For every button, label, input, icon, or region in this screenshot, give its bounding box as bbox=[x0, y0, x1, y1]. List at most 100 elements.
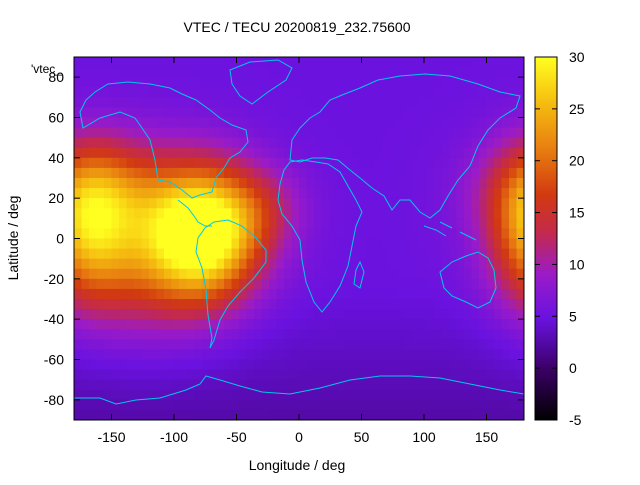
heatmap-cell bbox=[194, 147, 203, 159]
heatmap-cell bbox=[246, 77, 255, 88]
heatmap-cell bbox=[149, 57, 158, 68]
heatmap-cell bbox=[254, 157, 263, 169]
heatmap-cell bbox=[351, 278, 360, 290]
heatmap-cell bbox=[359, 359, 368, 371]
heatmap-cell bbox=[96, 228, 105, 240]
heatmap-cell bbox=[329, 288, 338, 300]
heatmap-cell bbox=[96, 117, 105, 129]
heatmap-cell bbox=[441, 268, 450, 280]
heatmap-cell bbox=[336, 389, 345, 401]
heatmap-cell bbox=[74, 309, 83, 320]
heatmap-cell bbox=[449, 208, 458, 219]
heatmap-cell bbox=[321, 258, 330, 270]
heatmap-cell bbox=[426, 167, 435, 179]
heatmap-cell bbox=[456, 258, 465, 270]
heatmap-cell bbox=[171, 238, 180, 250]
heatmap-cell bbox=[224, 218, 233, 230]
heatmap-cell bbox=[456, 238, 465, 250]
heatmap-cell bbox=[479, 359, 488, 371]
heatmap-cell bbox=[179, 349, 188, 361]
heatmap-cell bbox=[441, 127, 450, 139]
heatmap-cell bbox=[441, 208, 450, 219]
heatmap-cell bbox=[419, 299, 428, 310]
heatmap-cell bbox=[126, 379, 135, 391]
heatmap-cell bbox=[344, 157, 353, 169]
heatmap-cell bbox=[314, 329, 323, 340]
heatmap-cell bbox=[239, 57, 248, 68]
heatmap-cell bbox=[141, 278, 150, 290]
heatmap-cell bbox=[179, 67, 188, 78]
heatmap-cell bbox=[81, 309, 90, 320]
heatmap-cell bbox=[314, 137, 323, 149]
heatmap-cell bbox=[111, 329, 120, 340]
heatmap-cell bbox=[269, 278, 278, 290]
heatmap-cell bbox=[111, 349, 120, 361]
heatmap-cell bbox=[171, 178, 180, 189]
heatmap-cell bbox=[179, 97, 188, 109]
heatmap-cell bbox=[314, 268, 323, 280]
heatmap-cell bbox=[374, 238, 383, 250]
heatmap-cell bbox=[381, 157, 390, 169]
heatmap-cell bbox=[224, 167, 233, 179]
heatmap-cell bbox=[329, 228, 338, 240]
heatmap-cell bbox=[434, 369, 443, 381]
heatmap-cell bbox=[209, 278, 218, 290]
heatmap-cell bbox=[216, 67, 225, 78]
heatmap-cell bbox=[306, 117, 315, 129]
heatmap-cell bbox=[209, 97, 218, 109]
coastline-africa bbox=[277, 159, 363, 313]
heatmap-cell bbox=[501, 167, 510, 179]
heatmap-cell bbox=[269, 208, 278, 219]
heatmap-cell bbox=[149, 329, 158, 340]
heatmap-cell bbox=[231, 319, 240, 330]
heatmap-cell bbox=[344, 268, 353, 280]
heatmap-cell bbox=[471, 309, 480, 320]
heatmap-cell bbox=[509, 218, 518, 230]
heatmap-cell bbox=[179, 188, 188, 199]
heatmap-cell bbox=[449, 399, 458, 411]
heatmap-cell bbox=[164, 188, 173, 199]
colorbar-tick-label: 20 bbox=[569, 153, 585, 169]
heatmap-cell bbox=[501, 178, 510, 189]
heatmap-cell bbox=[456, 77, 465, 88]
heatmap-cell bbox=[276, 97, 285, 109]
heatmap-cell bbox=[344, 339, 353, 351]
heatmap-cell bbox=[434, 77, 443, 88]
heatmap-cell bbox=[321, 268, 330, 280]
heatmap-cell bbox=[96, 167, 105, 179]
heatmap-cell bbox=[156, 107, 165, 119]
heatmap-cell bbox=[201, 319, 210, 330]
heatmap-cell bbox=[246, 137, 255, 149]
heatmap-cell bbox=[494, 147, 503, 159]
heatmap-cell bbox=[231, 278, 240, 290]
heatmap-cell bbox=[269, 349, 278, 361]
heatmap-cell bbox=[509, 258, 518, 270]
heatmap-cell bbox=[389, 379, 398, 391]
heatmap-cell bbox=[179, 77, 188, 88]
heatmap-cell bbox=[314, 97, 323, 109]
heatmap-cell bbox=[494, 339, 503, 351]
heatmap-cell bbox=[441, 198, 450, 209]
heatmap-cell bbox=[74, 359, 83, 371]
heatmap-cell bbox=[486, 238, 495, 250]
heatmap-cell bbox=[456, 188, 465, 199]
heatmap-cell bbox=[351, 218, 360, 230]
heatmap-cell bbox=[269, 198, 278, 209]
heatmap-cell bbox=[231, 359, 240, 371]
heatmap-cell bbox=[419, 87, 428, 98]
heatmap-cell bbox=[366, 399, 375, 411]
heatmap-cell bbox=[261, 87, 270, 98]
heatmap-cell bbox=[456, 309, 465, 320]
heatmap-cell bbox=[314, 178, 323, 189]
heatmap-cell bbox=[269, 178, 278, 189]
heatmap-cell bbox=[104, 107, 113, 119]
heatmap-cell bbox=[509, 389, 518, 401]
heatmap-cell bbox=[411, 288, 420, 300]
heatmap-cell bbox=[306, 359, 315, 371]
heatmap-cell bbox=[366, 67, 375, 78]
heatmap-cell bbox=[134, 208, 143, 219]
heatmap-cell bbox=[516, 57, 524, 68]
heatmap-cell bbox=[306, 127, 315, 139]
heatmap-cell bbox=[81, 147, 90, 159]
heatmap-cell bbox=[261, 167, 270, 179]
